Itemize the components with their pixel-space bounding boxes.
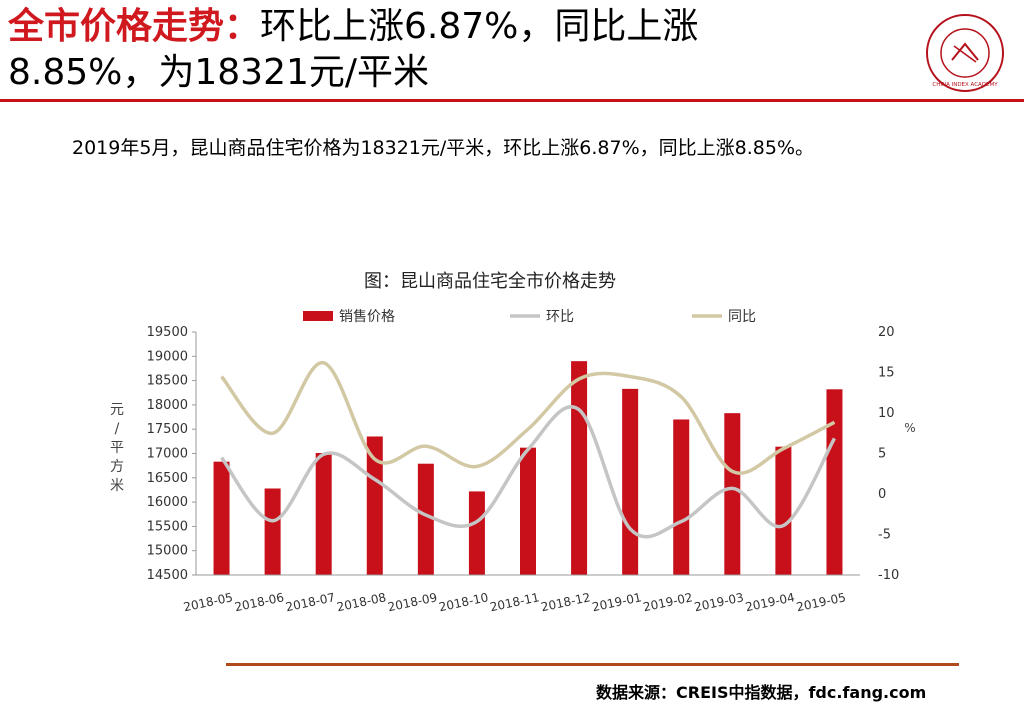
legend-label-同比: 同比 [728,309,756,325]
bar-2018-08 [366,436,383,575]
china-index-academy-seal-icon: CHINA INDEX ACADEMY [924,12,1006,94]
x-tick-label: 2018-12 [540,590,592,614]
y-tick-label-right: 15 [878,366,895,381]
title-highlight: 全市价格走势： [8,6,261,47]
header-divider [0,99,1024,102]
footer-divider [226,663,959,666]
y-tick-label-left: 17000 [147,447,188,462]
data-source: 数据来源：CREIS中指数据，fdc.fang.com [596,683,927,702]
chart-legend: 销售价格 环比 同比 [303,309,756,325]
y-axis-left: 14500 15000 15500 16000 16500 17000 17500 18000… [147,325,196,583]
x-tick-label: 2018-05 [182,590,234,614]
bar-2018-06 [264,488,281,575]
y-tick-label-left: 18500 [147,374,188,389]
line-series [220,361,836,539]
legend-label-环比: 环比 [546,309,574,325]
title-line2: 8.85%，为18321元/平米 [8,52,430,93]
x-tick-label: 2018-09 [387,590,439,614]
legend-swatch-销售价格 [303,311,333,321]
line-同比 [220,361,836,475]
bar-2018-10 [468,491,485,575]
bar-series [213,361,843,575]
bar-2019-02 [673,419,690,575]
bar-2018-07 [315,453,332,575]
y-axis-label-right: % [904,421,915,435]
x-tick-label: 2019-01 [591,590,643,614]
x-axis: 2018-05 2018-06 2018-07 2018-08 2018-09 2018-… [182,590,847,614]
y-tick-label-right: 10 [878,406,895,421]
line-环比 [220,405,836,539]
y-axis-label-char: / [115,421,120,437]
bar-2018-12 [571,361,588,575]
y-tick-label-right: 5 [878,447,886,462]
x-tick-label: 2018-07 [284,590,336,614]
chart-title: 图：昆山商品住宅全市价格走势 [364,271,616,292]
x-tick-label: 2019-05 [795,590,847,614]
y-tick-label-left: 17500 [147,422,188,437]
bar-2018-05 [213,461,230,575]
y-axis-right: -10 -5 0 5 10 15 20 [878,325,899,583]
bar-2019-04 [775,446,792,575]
y-tick-label-right: -10 [878,568,899,583]
y-tick-label-right: -5 [878,528,891,543]
x-tick-label: 2018-10 [438,590,490,614]
y-axis-label-char: 元 [110,402,124,418]
summary-text: 2019年5月，昆山商品住宅价格为18321元/平米，环比上涨6.87%，同比上… [72,137,815,159]
legend-label-销售价格: 销售价格 [339,309,395,325]
bar-2019-03 [724,413,741,575]
x-tick-label: 2018-06 [233,590,285,614]
bar-2019-01 [622,388,639,575]
x-tick-label: 2018-11 [489,590,541,614]
x-tick-label: 2018-08 [335,590,387,614]
y-axis-label-char: 米 [110,478,124,494]
bar-2019-05 [826,389,843,575]
price-trend-chart: 图：昆山商品住宅全市价格走势 销售价格 环比 同比 14500 15000 15500 1… [100,262,960,642]
y-tick-label-left: 19000 [147,349,188,364]
y-tick-label-left: 16000 [147,495,188,510]
bar-2018-09 [417,463,434,575]
seal-text: CHINA INDEX ACADEMY [932,82,998,88]
y-axis-label-left: 元 / 平方米 [110,402,124,494]
y-tick-label-left: 15500 [147,519,188,534]
x-tick-label: 2019-03 [693,590,745,614]
y-tick-label-right: 20 [878,325,895,340]
y-tick-label-left: 16500 [147,471,188,486]
x-tick-label: 2019-02 [642,590,694,614]
y-tick-label-left: 15000 [147,544,188,559]
y-tick-label-right: 0 [878,487,886,502]
y-tick-label-left: 18000 [147,398,188,413]
y-axis-label-char: 方 [110,459,124,475]
y-axis-label-char: 平 [110,440,124,456]
page-title: 全市价格走势：环比上涨6.87%，同比上涨 8.85%，为18321元/平米 [8,4,888,96]
y-tick-label-left: 19500 [147,325,188,340]
y-tick-label-left: 14500 [147,568,188,583]
bar-2018-11 [520,447,536,575]
title-rest: 环比上涨6.87%，同比上涨 [260,6,699,47]
x-tick-label: 2019-04 [744,590,796,614]
